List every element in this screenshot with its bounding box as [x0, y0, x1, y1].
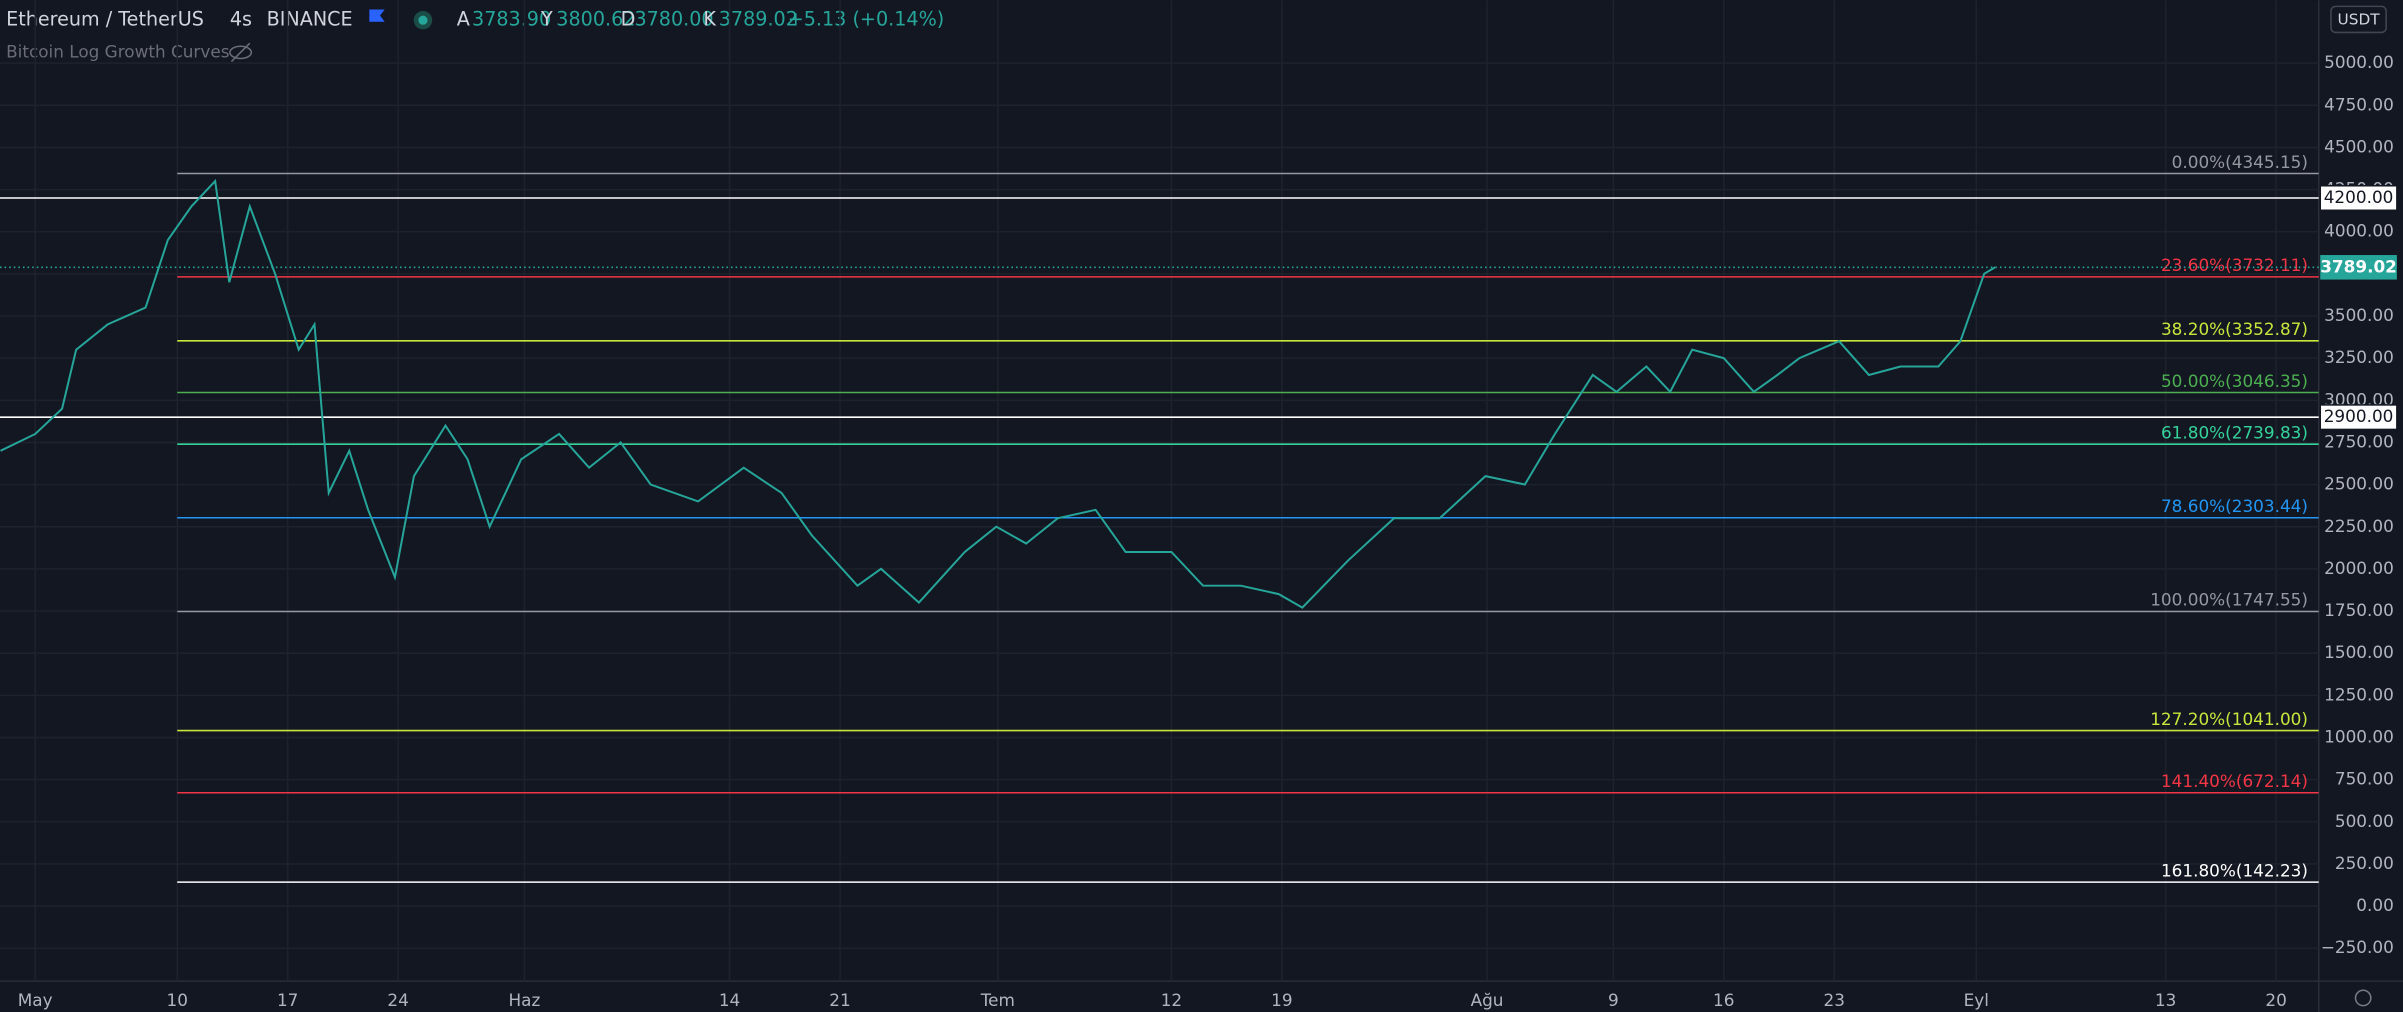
x-tick-label: Ağu [1471, 990, 1504, 1010]
open: 3783.90 [472, 8, 551, 31]
y-tick-label: 1250.00 [2324, 684, 2394, 704]
fib-label: 141.40%(672.14) [2161, 771, 2308, 791]
currency-button[interactable] [2330, 5, 2387, 34]
y-tick-label: 750.00 [2335, 769, 2394, 789]
x-tick-label: 19 [1271, 990, 1292, 1010]
y-tick-label: 250.00 [2335, 853, 2394, 873]
eye [229, 45, 253, 60]
x-tick-label: 24 [387, 990, 408, 1010]
y-tick-label: 4000.00 [2324, 221, 2394, 241]
x-tick-label: Eyl [1964, 990, 1989, 1010]
change: +5.13 (+0.14%) [788, 8, 945, 31]
fib-label: 23.60%(3732.11) [2161, 255, 2308, 275]
y-tick-label: 0.00 [2356, 895, 2394, 915]
close-label: K [703, 8, 716, 31]
x-tick-label: 10 [167, 990, 188, 1010]
symbol[interactable]: Ethereum / TetherUS [6, 8, 204, 31]
fib-label: 161.80%(142.23) [2161, 860, 2308, 880]
axis-label: 4200.00 [2324, 187, 2394, 207]
y-tick-label: 2750.00 [2324, 431, 2394, 451]
x-tick-label: 14 [719, 990, 740, 1010]
x-tick-label: Tem [980, 990, 1015, 1010]
status-dot [418, 15, 428, 25]
y-tick-label: 500.00 [2335, 811, 2394, 831]
x-tick-label: 23 [1824, 990, 1845, 1010]
y-tick-label: 2000.00 [2324, 558, 2394, 578]
fib-label: 100.00%(1747.55) [2150, 590, 2308, 610]
low: 3780.00 [634, 8, 713, 31]
exchange: BINANCE [267, 8, 353, 31]
y-tick-label: 1750.00 [2324, 600, 2394, 620]
x-tick-label: 12 [1161, 990, 1182, 1010]
price-line [0, 178, 1996, 609]
y-tick-label: −250.00 [2321, 937, 2394, 957]
currency[interactable]: USDT [2338, 11, 2381, 29]
x-tick-label: 21 [829, 990, 850, 1010]
eye-slash [230, 42, 251, 63]
high-label: Y [540, 8, 553, 31]
price-label-box [2320, 255, 2397, 280]
x-tick-label: 16 [1713, 990, 1734, 1010]
y-tick-label: 4750.00 [2324, 94, 2394, 114]
hide-icon[interactable] [229, 42, 253, 63]
x-tick-label: 9 [1608, 990, 1619, 1010]
y-tick-label: 4500.00 [2324, 136, 2394, 156]
fib-label: 38.20%(3352.87) [2161, 319, 2308, 339]
indicator-name: Bitcoin Log Growth Curves [6, 41, 229, 61]
y-tick-label: 1500.00 [2324, 642, 2394, 662]
fib-label: 0.00%(4345.15) [2172, 152, 2308, 172]
close: 3789.02 [719, 8, 798, 31]
fib-label: 78.60%(2303.44) [2161, 496, 2308, 516]
axis-label-box [2319, 404, 2398, 431]
high: 3800.62 [556, 8, 635, 31]
axis-label: 2900.00 [2324, 406, 2394, 426]
y-tick-label: 1000.00 [2324, 726, 2394, 746]
interval[interactable]: 4s [230, 8, 252, 31]
open-label: A [457, 8, 470, 31]
x-tick-label: Haz [508, 990, 540, 1010]
y-tick-label: 5000.00 [2324, 52, 2394, 72]
fib-label: 127.20%(1041.00) [2150, 709, 2308, 729]
x-tick-label: 13 [2155, 990, 2176, 1010]
y-tick-label: 2250.00 [2324, 516, 2394, 536]
settings-icon[interactable] [2354, 989, 2372, 1007]
x-tick-label: May [18, 990, 53, 1010]
axis-label-box [2319, 184, 2398, 212]
fib-label: 61.80%(2739.83) [2161, 422, 2308, 442]
y-tick-label: 3500.00 [2324, 305, 2394, 325]
flag-icon[interactable] [369, 9, 385, 22]
price-label: 3789.02 [2320, 256, 2397, 276]
y-tick-label: 3250.00 [2324, 347, 2394, 367]
x-tick-label: 20 [2265, 990, 2286, 1010]
low-label: D [621, 8, 636, 31]
fib-label: 50.00%(3046.35) [2161, 371, 2308, 391]
x-tick-label: 17 [277, 990, 298, 1010]
y-tick-label: 2500.00 [2324, 474, 2394, 494]
